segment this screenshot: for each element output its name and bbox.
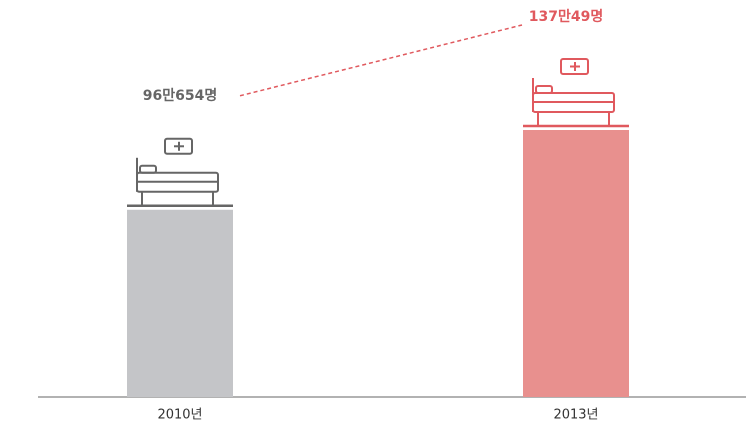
value-label: 137만49명 xyxy=(529,8,603,25)
icon-pillow xyxy=(535,85,553,94)
bar xyxy=(523,130,629,397)
icon-sign xyxy=(560,58,589,75)
icon-pillow xyxy=(139,164,157,174)
bar xyxy=(127,209,233,397)
bed-icon xyxy=(127,137,233,208)
x-tick-label: 2013년 xyxy=(553,408,598,423)
bed-icon xyxy=(523,58,629,128)
value-label: 96만654명 xyxy=(143,87,217,104)
trend-line xyxy=(239,24,523,97)
x-tick-label: 2010년 xyxy=(157,408,202,423)
icon-sign xyxy=(164,137,193,155)
